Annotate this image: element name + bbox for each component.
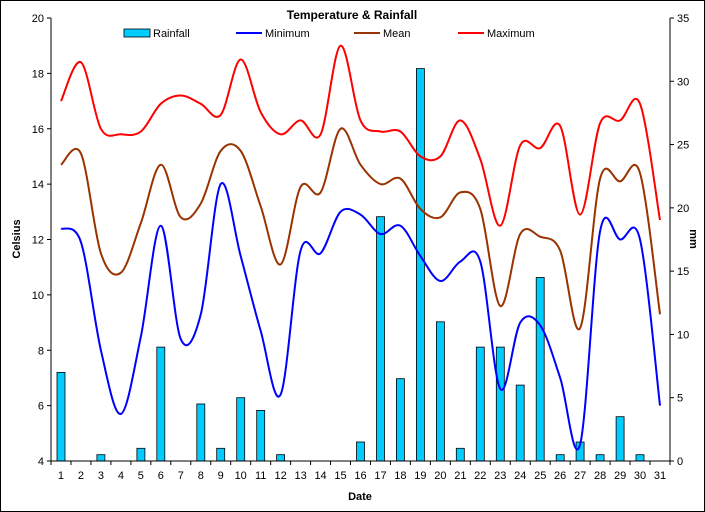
x-tick-label: 20: [434, 470, 446, 482]
rainfall-bar: [415, 68, 425, 462]
x-tick-label: 26: [554, 470, 566, 482]
x-tick-label: 24: [514, 470, 526, 482]
rainfall-bar: [635, 454, 645, 462]
x-tick-label: 3: [98, 470, 104, 482]
x-tick-label: 17: [374, 470, 386, 482]
y-tick-label: 8: [38, 345, 44, 357]
legend-label-maximum: Maximum: [487, 28, 535, 40]
x-tick-label: 19: [414, 470, 426, 482]
x-tick-label: 31: [654, 470, 666, 482]
rainfall-bar: [515, 384, 525, 462]
rainfall-bar: [555, 454, 565, 462]
y-tick-label: 20: [32, 13, 44, 25]
x-tick-label: 30: [634, 470, 646, 482]
y2-tick-label: 35: [677, 13, 689, 25]
x-tick-label: 29: [614, 470, 626, 482]
rainfall-bar: [595, 454, 605, 462]
rainfall-bar: [376, 216, 385, 462]
rainfall-bar: [615, 416, 625, 462]
x-tick-label: 1: [58, 470, 64, 482]
y-axis-title: Celsius: [11, 219, 23, 258]
rainfall-bar: [356, 441, 365, 462]
rainfall-bar: [136, 447, 146, 462]
legend: Rainfall Minimum Mean Maximum: [123, 28, 535, 40]
x-tick-label: 16: [354, 470, 366, 482]
rainfall-bar: [236, 397, 246, 462]
x-axis-title: Date: [348, 491, 372, 503]
rainfall-bar: [395, 378, 405, 462]
rainfall-bar: [276, 454, 286, 462]
y2-tick-label: 20: [677, 203, 689, 215]
x-tick-label: 11: [255, 470, 266, 482]
legend-label-rainfall: Rainfall: [153, 28, 190, 40]
y-tick-label: 18: [32, 68, 44, 80]
x-tick-label: 25: [534, 470, 546, 482]
y-tick-label: 14: [32, 179, 44, 191]
x-tick-label: 13: [294, 470, 306, 482]
x-tick-label: 8: [198, 470, 204, 482]
x-tick-label: 21: [454, 470, 466, 482]
y2-tick-label: 25: [677, 140, 689, 152]
series-line-maximum: [60, 44, 661, 227]
x-tick-label: 28: [594, 470, 606, 482]
rainfall-bar: [156, 346, 166, 462]
legend-label-mean: Mean: [383, 28, 411, 40]
legend-swatch-rainfall: [123, 28, 151, 38]
rainfall-bar: [256, 409, 266, 462]
series-line-minimum: [60, 182, 661, 451]
x-tick-label: 2: [78, 470, 84, 482]
y-tick-label: 4: [38, 456, 44, 468]
x-tick-label: 14: [314, 470, 326, 482]
y-tick-label: 16: [32, 124, 44, 136]
y-tick-label: 10: [32, 290, 44, 302]
y2-tick-label: 15: [677, 266, 689, 278]
x-tick-label: 6: [158, 470, 164, 482]
y2-tick-label: 0: [677, 456, 683, 468]
rainfall-bar: [56, 371, 66, 462]
y-tick-label: 12: [32, 235, 44, 247]
y2-axis-title: mm: [687, 229, 699, 249]
x-tick-label: 15: [334, 470, 346, 482]
rainfall-bar: [475, 346, 485, 462]
legend-label-minimum: Minimum: [265, 28, 310, 40]
y2-tick-label: 5: [677, 393, 683, 405]
rainfall-bar: [196, 403, 206, 462]
rainfall-bar: [495, 346, 505, 462]
x-tick-label: 12: [275, 470, 287, 482]
x-tick-label: 4: [118, 470, 124, 482]
x-tick-label: 10: [235, 470, 247, 482]
x-tick-label: 22: [474, 470, 486, 482]
rainfall-bar: [216, 447, 226, 462]
y2-tick-label: 10: [677, 329, 689, 341]
x-tick-label: 23: [494, 470, 506, 482]
x-tick-label: 7: [178, 470, 184, 482]
x-tick-label: 18: [394, 470, 406, 482]
rainfall-bar: [96, 454, 106, 462]
x-tick-label: 5: [138, 470, 144, 482]
rainfall-bar: [455, 447, 465, 462]
rainfall-bar: [535, 277, 545, 462]
x-tick-label: 27: [574, 470, 586, 482]
rainfall-bar: [435, 321, 445, 462]
chart-title: Temperature & Rainfall: [287, 8, 417, 22]
x-tick-label: 9: [218, 470, 224, 482]
series-line-mean: [60, 127, 661, 331]
y-tick-label: 6: [38, 401, 44, 413]
y2-tick-label: 30: [677, 76, 689, 88]
